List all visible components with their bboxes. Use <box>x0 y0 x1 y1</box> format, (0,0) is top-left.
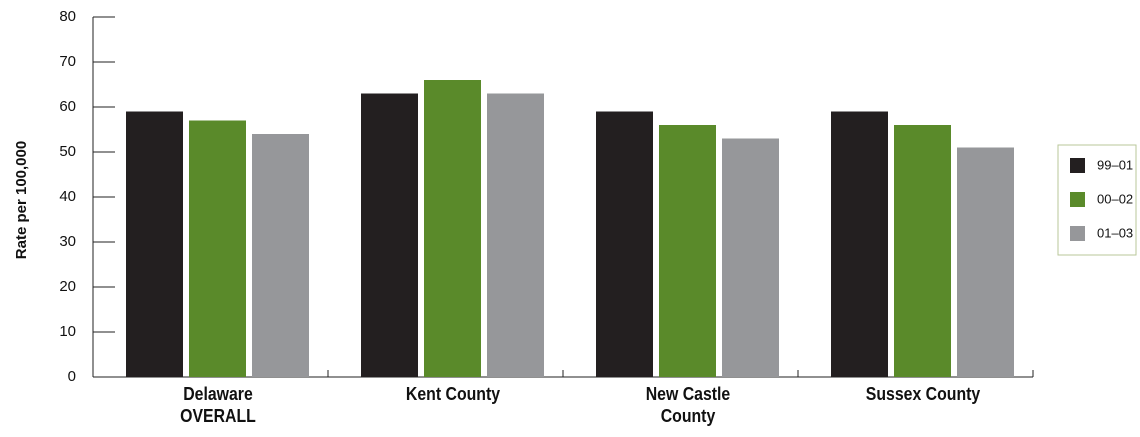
y-tick-label: 30 <box>59 233 76 250</box>
bar <box>189 120 246 377</box>
bar <box>487 93 544 377</box>
bar <box>424 80 481 377</box>
y-tick-label: 0 <box>68 368 76 385</box>
bar <box>659 125 716 377</box>
x-tick-label: New Castle County <box>645 384 730 426</box>
y-tick-label: 10 <box>59 323 76 340</box>
bar <box>831 111 888 377</box>
y-tick-label: 80 <box>59 8 76 25</box>
bar <box>894 125 951 377</box>
bar <box>361 93 418 377</box>
legend-swatch <box>1070 192 1085 207</box>
bar <box>596 111 653 377</box>
y-tick-label: 70 <box>59 53 76 70</box>
legend-label: 99–01 <box>1097 157 1133 172</box>
bar <box>957 147 1014 377</box>
legend-label: 01–03 <box>1097 225 1133 240</box>
y-tick-label: 60 <box>59 98 76 115</box>
bar <box>722 138 779 377</box>
y-tick-label: 40 <box>59 188 76 205</box>
bar <box>252 134 309 377</box>
x-tick-label: Delaware OVERALL <box>179 384 256 426</box>
y-axis-title: Rate per 100,000 <box>13 141 30 259</box>
x-tick-label: Sussex County <box>865 384 980 404</box>
legend-label: 00–02 <box>1097 191 1133 206</box>
x-tick-label: Kent County <box>405 384 500 404</box>
legend-swatch <box>1070 226 1085 241</box>
bar <box>126 111 183 377</box>
y-tick-label: 20 <box>59 278 76 295</box>
y-tick-label: 50 <box>59 143 76 160</box>
legend-swatch <box>1070 158 1085 173</box>
